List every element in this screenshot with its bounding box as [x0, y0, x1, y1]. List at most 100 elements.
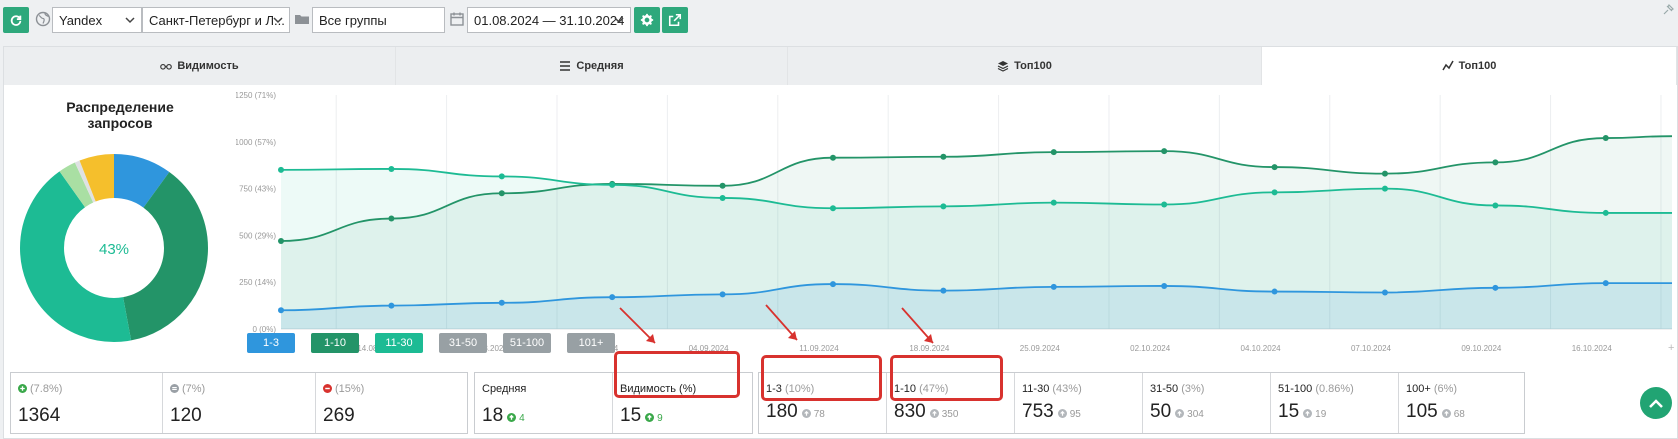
range-stat-label-text: 1-10: [894, 383, 917, 395]
range-stat-number: 180: [766, 401, 798, 422]
point-1-3[interactable]: [829, 281, 836, 288]
change-stat-label: (7%): [170, 383, 205, 395]
change-stat-value: 1364: [18, 405, 60, 427]
point-1-3[interactable]: [388, 302, 395, 309]
point-11-30[interactable]: [1381, 185, 1388, 192]
point-1-10[interactable]: [498, 190, 505, 197]
range-stats-box: 1-3 (10%) 180 78 1-10 (47%) 830 350 11-30 (43%…: [758, 372, 1525, 434]
point-1-3[interactable]: [1492, 284, 1499, 291]
x-tick-label: 04.10.2024: [1241, 344, 1282, 353]
point-11-30[interactable]: [1271, 189, 1278, 196]
range-stat-label: 1-3 (10%): [766, 383, 814, 395]
main-stat-label: Средняя: [482, 383, 526, 395]
point-1-10[interactable]: [1271, 164, 1278, 171]
point-1-3[interactable]: [1271, 288, 1278, 295]
donut-slice-11-30[interactable]: [20, 154, 208, 342]
region-select[interactable]: Санкт-Петербург и Л...: [142, 7, 290, 33]
refresh-button[interactable]: [3, 7, 29, 33]
point-1-3[interactable]: [1381, 289, 1388, 296]
range-stat-percent: (47%): [919, 383, 949, 395]
point-1-10[interactable]: [719, 182, 726, 189]
point-11-30[interactable]: [1492, 202, 1499, 209]
chart-line-icon: [1441, 60, 1454, 71]
pin-icon[interactable]: [1662, 4, 1674, 16]
point-1-3[interactable]: [1050, 283, 1057, 290]
main-stat-number: 15: [620, 405, 642, 426]
tab-top100-chart[interactable]: Топ100: [1262, 47, 1677, 85]
main-stat-value: 18 4: [482, 405, 525, 427]
change-stat-value: 269: [323, 405, 355, 427]
plus-icon[interactable]: +: [1668, 342, 1674, 354]
point-1-10[interactable]: [1602, 135, 1609, 142]
filter-button-1-10[interactable]: 1-10: [311, 333, 359, 353]
settings-button[interactable]: [634, 7, 660, 33]
main-stat-cell: Видимость (%) 15 9: [613, 373, 752, 433]
tab-top100[interactable]: Топ100: [788, 47, 1262, 85]
date-range-select[interactable]: 01.08.2024 — 31.10.2024: [467, 7, 631, 33]
groups-select[interactable]: Все группы: [312, 7, 445, 33]
range-stat-percent: (10%): [784, 383, 815, 395]
range-stat-label: 31-50 (3%): [1150, 383, 1204, 395]
point-1-10[interactable]: [829, 154, 836, 161]
point-11-30[interactable]: [940, 203, 947, 210]
tab-bar: Видимость Средняя Топ100 Топ100: [4, 47, 1677, 85]
range-stat-value: 753 95: [1022, 401, 1081, 423]
range-stat-value: 105 68: [1406, 401, 1465, 423]
point-1-3[interactable]: [1602, 280, 1609, 287]
main-stat-delta-value: 9: [657, 413, 663, 424]
change-stat-cell: (15%) 269: [316, 373, 467, 433]
distribution-title: Распределение запросов: [66, 99, 174, 131]
tab-visibility[interactable]: Видимость: [4, 47, 396, 85]
point-11-30[interactable]: [1050, 199, 1057, 206]
range-stat-label-text: 100+: [1406, 383, 1431, 395]
range-stat-delta-value: 350: [941, 409, 959, 420]
change-stat-number: 120: [170, 405, 202, 426]
filter-button-51-100[interactable]: 51-100: [503, 333, 551, 353]
point-1-3[interactable]: [278, 307, 284, 314]
range-stat-number: 105: [1406, 401, 1438, 422]
range-stat-delta: 95: [1057, 409, 1081, 420]
point-11-30[interactable]: [278, 166, 284, 173]
filter-button-1-3[interactable]: 1-3: [247, 333, 295, 353]
point-1-3[interactable]: [498, 299, 505, 306]
export-icon: [668, 13, 682, 27]
point-11-30[interactable]: [1602, 209, 1609, 216]
point-1-10[interactable]: [1381, 170, 1388, 177]
point-1-10[interactable]: [388, 215, 395, 222]
point-11-30[interactable]: [388, 165, 395, 172]
x-tick-label: 07.10.2024: [1351, 344, 1392, 353]
point-1-10[interactable]: [940, 153, 947, 160]
arrow-up-circle-icon: [507, 413, 517, 422]
point-11-30[interactable]: [609, 181, 616, 188]
change-stat-percent: (15%): [335, 383, 365, 395]
region-value: Санкт-Петербург и Л...: [149, 13, 285, 28]
arrow-up-circle-icon: [645, 413, 655, 422]
point-1-10[interactable]: [1050, 149, 1057, 156]
main-stat-label: Видимость (%): [620, 383, 696, 395]
donut-slice-100+[interactable]: [20, 154, 208, 342]
point-1-3[interactable]: [940, 287, 947, 294]
scroll-top-button[interactable]: [1640, 387, 1672, 419]
series-line-11-30: [280, 168, 1672, 214]
point-11-30[interactable]: [1161, 201, 1168, 208]
point-1-3[interactable]: [719, 291, 726, 298]
point-1-3[interactable]: [609, 294, 616, 301]
x-tick-label: 09.10.2024: [1461, 344, 1502, 353]
export-button[interactable]: [662, 7, 688, 33]
filter-button-31-50[interactable]: 31-50: [439, 333, 487, 353]
donut-slice-1-10[interactable]: [20, 154, 208, 342]
point-1-10[interactable]: [1492, 159, 1499, 166]
point-1-10[interactable]: [1161, 148, 1168, 155]
tab-average[interactable]: Средняя: [396, 47, 788, 85]
filter-button-101+[interactable]: 101+: [567, 333, 615, 353]
point-1-10[interactable]: [278, 238, 284, 245]
point-11-30[interactable]: [498, 173, 505, 180]
globe-icon: [35, 11, 51, 27]
search-engine-select[interactable]: Yandex: [52, 7, 142, 33]
filter-button-11-30[interactable]: 11-30: [375, 333, 423, 353]
point-1-3[interactable]: [1161, 282, 1168, 289]
main-stat-delta: 4: [507, 413, 525, 424]
point-11-30[interactable]: [829, 205, 836, 212]
point-11-30[interactable]: [719, 194, 726, 201]
lines-icon: [560, 61, 571, 71]
